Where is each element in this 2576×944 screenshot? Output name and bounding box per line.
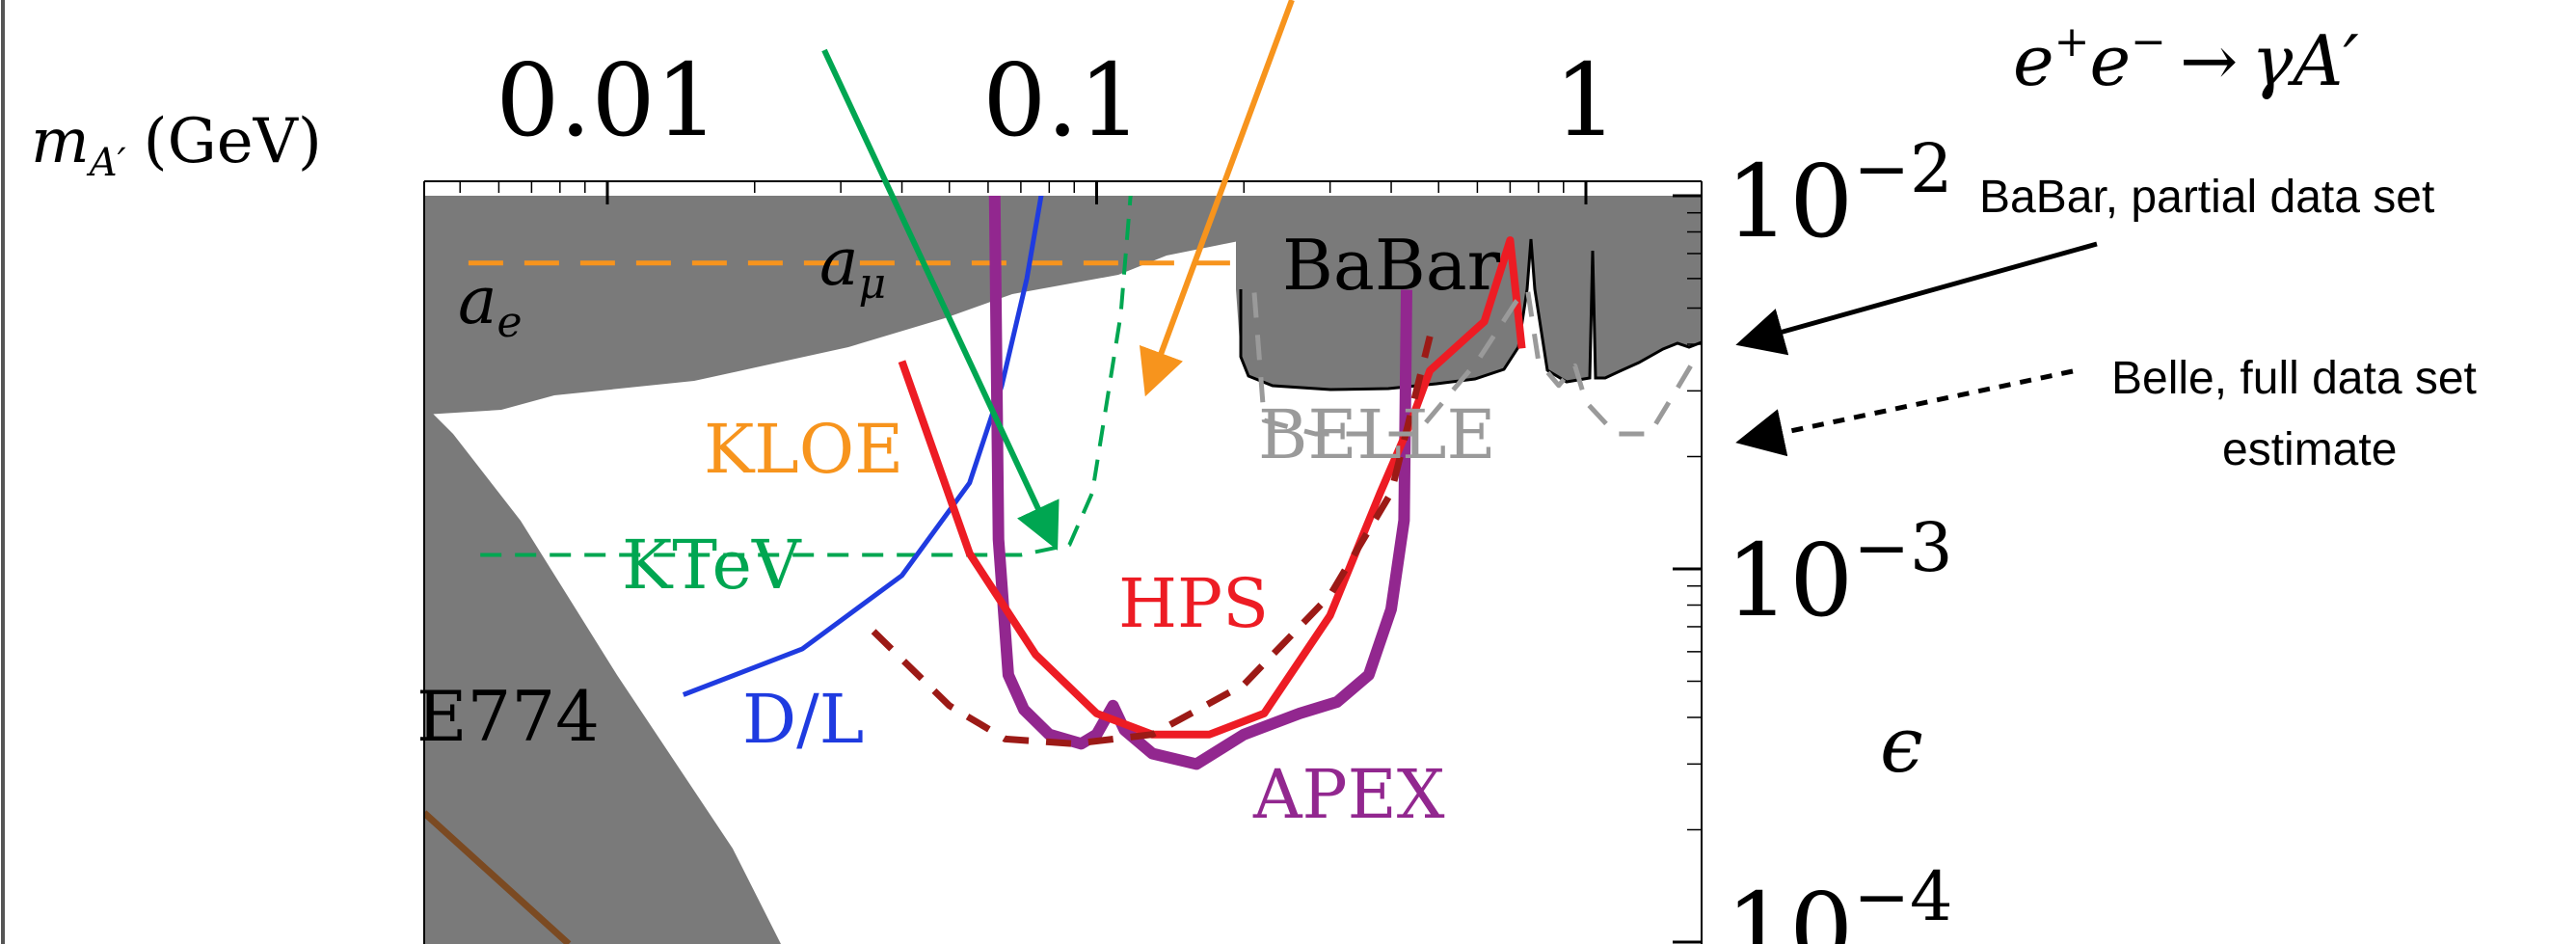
annotation-belle-line2: estimate <box>2222 424 2397 475</box>
belle-annotation-arrow <box>1735 368 2074 457</box>
kloe-pointer-arrow <box>1139 0 1295 397</box>
series-line-6 <box>1251 287 1702 437</box>
series-label-ktev: KTeV <box>622 526 802 605</box>
x-tick-label: 0.1 <box>982 41 1141 159</box>
series-layer <box>468 196 1702 770</box>
region-e774 <box>424 405 781 944</box>
series-line-4 <box>898 236 1526 739</box>
ktev-pointer-arrow <box>821 48 1060 551</box>
series-label-apex: APEX <box>1252 755 1445 834</box>
series-label-hps: HPS <box>1118 564 1269 643</box>
region-babar <box>1236 196 1702 390</box>
process-label: e+e− → γA′ <box>2013 17 2359 101</box>
region-label-babar: BaBar <box>1282 225 1501 306</box>
series-label-belle: BELLE <box>1258 395 1496 474</box>
series-line-1 <box>480 196 1133 557</box>
y-minor-ticks <box>1673 194 1702 944</box>
series-line-3 <box>988 196 1412 770</box>
y-axis-label: ϵ <box>1880 700 1923 790</box>
y-tick-label: 10−4 <box>1726 857 1953 944</box>
x-tick-label: 0.01 <box>496 41 719 159</box>
babar-annotation-arrow <box>1735 241 2098 356</box>
series-label-kloe: KLOE <box>704 410 903 489</box>
x-tick-label: 1 <box>1554 41 1618 159</box>
x-axis-label: mA′ (GeV) <box>31 106 322 185</box>
series-label-dl: D/L <box>742 680 864 759</box>
y-tick-label: 10−3 <box>1726 508 1953 639</box>
annotation-babar: BaBar, partial data set <box>1979 172 2434 223</box>
region-babar-edge <box>1239 238 1702 391</box>
region-label-amu: aμ <box>819 225 886 309</box>
brown-curve <box>424 810 572 944</box>
annotation-belle-line1: Belle, full data set <box>2111 353 2477 404</box>
x-minor-ticks <box>459 181 1588 204</box>
y-tick-label: 10−2 <box>1726 129 1953 260</box>
series-line-2 <box>682 196 1044 697</box>
region-label-e774: E774 <box>416 676 600 757</box>
region-ae-amu <box>424 196 1239 415</box>
region-label-ae: ae <box>458 263 523 347</box>
exclusion-regions <box>424 196 1702 944</box>
series-line-5 <box>871 335 1434 747</box>
